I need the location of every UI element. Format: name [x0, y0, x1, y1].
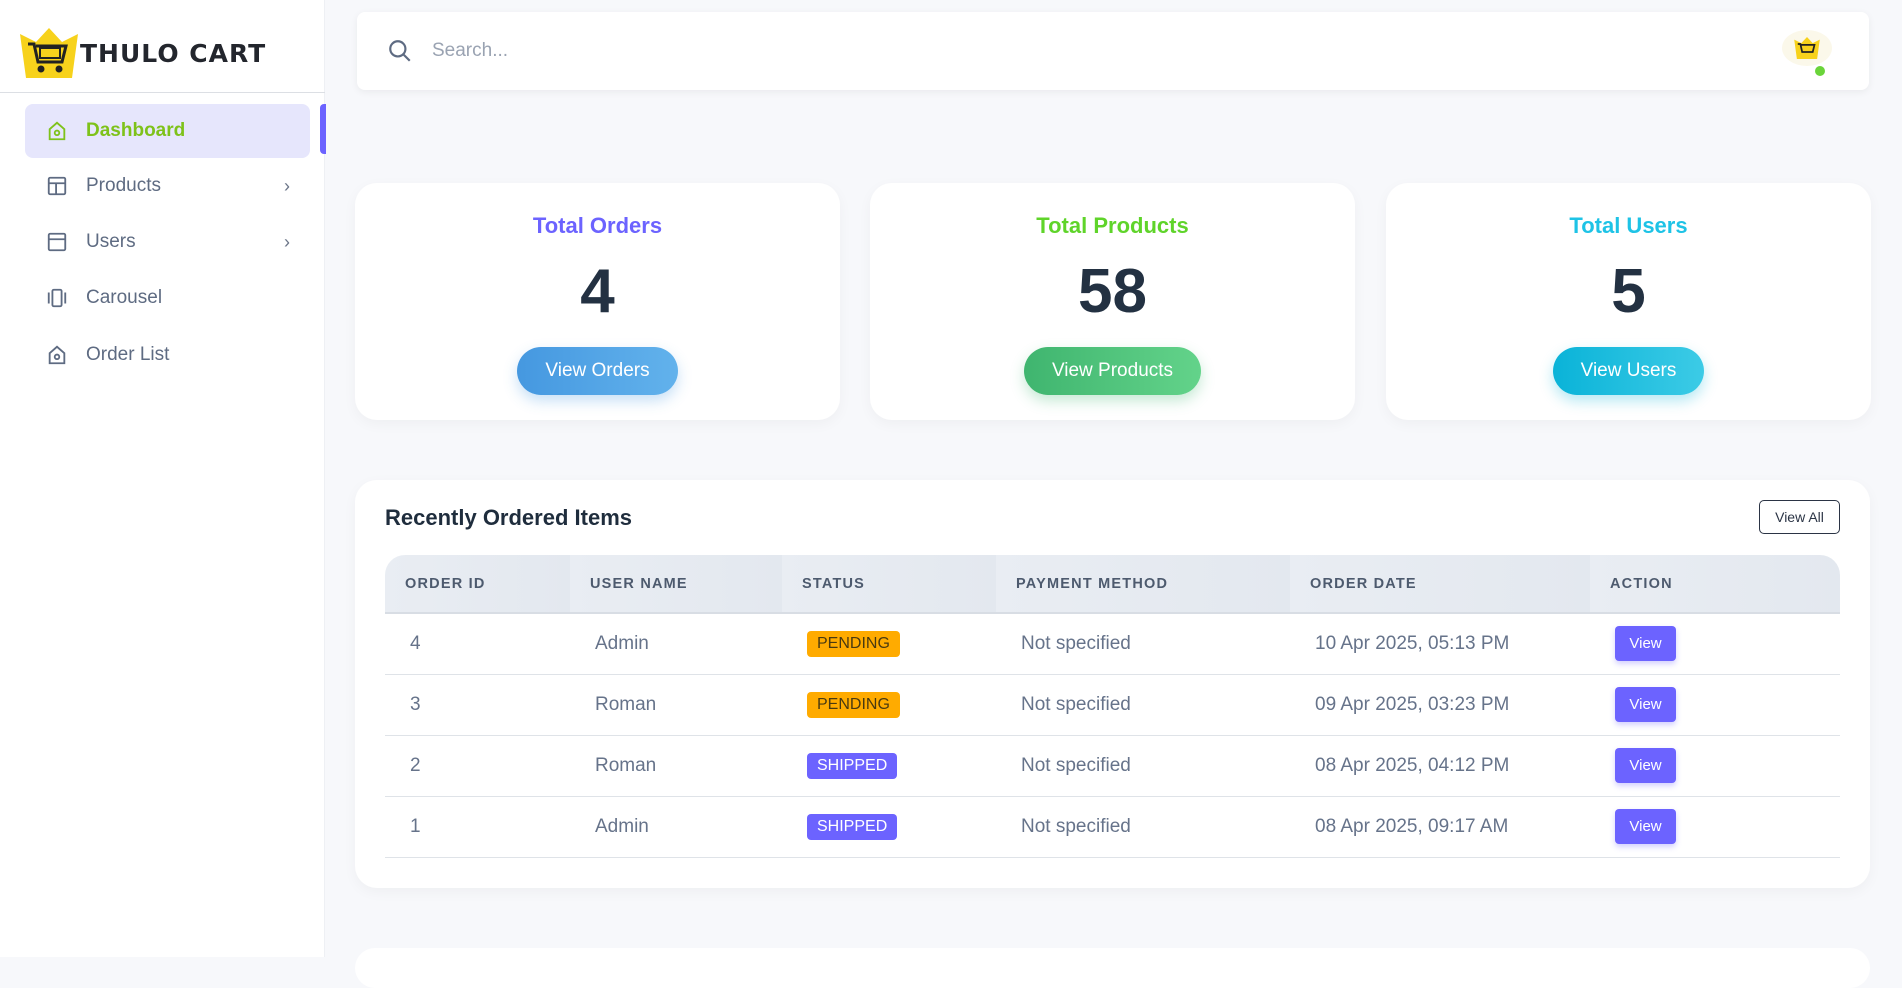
- search-input[interactable]: [432, 34, 1032, 68]
- column-header: STATUS: [782, 555, 996, 614]
- payment-method: Not specified: [996, 735, 1290, 797]
- sidebar-item-products[interactable]: Products ›: [25, 159, 310, 213]
- stat-value: 58: [1078, 257, 1147, 326]
- next-section-card: [355, 948, 1870, 988]
- status-cell: SHIPPED: [782, 796, 996, 858]
- divider: [0, 92, 325, 93]
- view-users-button[interactable]: View Users: [1552, 347, 1705, 395]
- status-badge: PENDING: [807, 630, 900, 657]
- order-id: 3: [385, 674, 570, 736]
- status-cell: PENDING: [782, 613, 996, 675]
- sidebar-item-carousel[interactable]: Carousel: [25, 271, 310, 325]
- view-orders-button[interactable]: View Orders: [517, 347, 678, 395]
- sidebar-item-users[interactable]: Users ›: [25, 215, 310, 269]
- status-badge: PENDING: [807, 691, 900, 718]
- action-cell: View: [1590, 796, 1840, 858]
- payment-method: Not specified: [996, 796, 1290, 858]
- top-bar: [357, 12, 1869, 90]
- avatar[interactable]: [1782, 30, 1832, 66]
- action-cell: View: [1590, 735, 1840, 797]
- window-icon: [47, 232, 67, 252]
- stat-value: 4: [580, 257, 615, 326]
- user-name: Roman: [570, 674, 782, 736]
- view-products-button[interactable]: View Products: [1023, 347, 1202, 395]
- status-badge: SHIPPED: [807, 752, 898, 779]
- sidebar: THULO CART Dashboard Products › Users › …: [0, 0, 325, 957]
- view-order-button[interactable]: View: [1615, 626, 1676, 662]
- sidebar-item-label: Dashboard: [86, 120, 186, 141]
- sidebar-item-label: Users: [86, 231, 136, 252]
- sidebar-item-dashboard[interactable]: Dashboard: [25, 104, 310, 158]
- cart-crown-icon: [1794, 37, 1820, 59]
- status-badge: SHIPPED: [807, 813, 898, 840]
- carousel-icon: [47, 288, 67, 308]
- recent-orders-card: Recently Ordered Items View All ORDER ID…: [355, 480, 1870, 888]
- order-date: 10 Apr 2025, 05:13 PM: [1290, 613, 1590, 675]
- column-header: ORDER DATE: [1290, 555, 1590, 614]
- sidebar-item-label: Products: [86, 175, 161, 196]
- stat-value: 5: [1611, 257, 1646, 326]
- section-title: Recently Ordered Items: [385, 505, 632, 530]
- brand-name: THULO CART: [80, 38, 267, 68]
- user-name: Admin: [570, 613, 782, 675]
- column-header: PAYMENT METHOD: [996, 555, 1290, 614]
- order-date: 09 Apr 2025, 03:23 PM: [1290, 674, 1590, 736]
- stat-title: Total Orders: [532, 213, 663, 238]
- column-header: ORDER ID: [385, 555, 570, 614]
- table-row: 4 Admin PENDING Not specified 10 Apr 202…: [385, 613, 1840, 675]
- brand-logo[interactable]: THULO CART: [20, 22, 266, 84]
- view-order-button[interactable]: View: [1615, 809, 1676, 844]
- sidebar-item-order-list[interactable]: Order List: [25, 328, 310, 382]
- active-indicator: [320, 104, 326, 154]
- action-cell: View: [1590, 613, 1840, 675]
- chevron-right-icon: ›: [284, 231, 290, 252]
- home-icon: [48, 121, 66, 141]
- order-date: 08 Apr 2025, 04:12 PM: [1290, 735, 1590, 797]
- view-order-button[interactable]: View: [1615, 748, 1676, 783]
- order-id: 2: [385, 735, 570, 797]
- stat-title: Total Users: [1569, 213, 1688, 238]
- status-cell: SHIPPED: [782, 735, 996, 797]
- view-order-button[interactable]: View: [1615, 687, 1676, 722]
- order-id: 1: [385, 796, 570, 858]
- order-date: 08 Apr 2025, 09:17 AM: [1290, 796, 1590, 858]
- home-icon: [48, 345, 66, 365]
- status-cell: PENDING: [782, 674, 996, 736]
- column-header: USER NAME: [570, 555, 782, 614]
- view-all-button[interactable]: View All: [1759, 500, 1840, 534]
- order-id: 4: [385, 613, 570, 675]
- sidebar-item-label: Carousel: [86, 287, 163, 308]
- online-status-dot: [1815, 66, 1825, 76]
- stat-card-products: Total Products 58 View Products: [870, 183, 1355, 420]
- sidebar-item-label: Order List: [86, 344, 170, 365]
- orders-table: ORDER ID USER NAME STATUS PAYMENT METHOD…: [385, 555, 1840, 858]
- table-row: 1 Admin SHIPPED Not specified 08 Apr 202…: [385, 796, 1840, 858]
- search-icon[interactable]: [387, 38, 413, 64]
- cart-crown-icon: [20, 28, 78, 78]
- table-row: 2 Roman SHIPPED Not specified 08 Apr 202…: [385, 735, 1840, 797]
- layout-icon: [47, 176, 67, 196]
- stat-card-users: Total Users 5 View Users: [1386, 183, 1871, 420]
- chevron-right-icon: ›: [284, 175, 290, 196]
- payment-method: Not specified: [996, 674, 1290, 736]
- stat-title: Total Products: [1036, 213, 1189, 238]
- stat-card-orders: Total Orders 4 View Orders: [355, 183, 840, 420]
- column-header: ACTION: [1590, 555, 1840, 614]
- table-row: 3 Roman PENDING Not specified 09 Apr 202…: [385, 674, 1840, 736]
- action-cell: View: [1590, 674, 1840, 736]
- payment-method: Not specified: [996, 613, 1290, 675]
- user-name: Admin: [570, 796, 782, 858]
- user-name: Roman: [570, 735, 782, 797]
